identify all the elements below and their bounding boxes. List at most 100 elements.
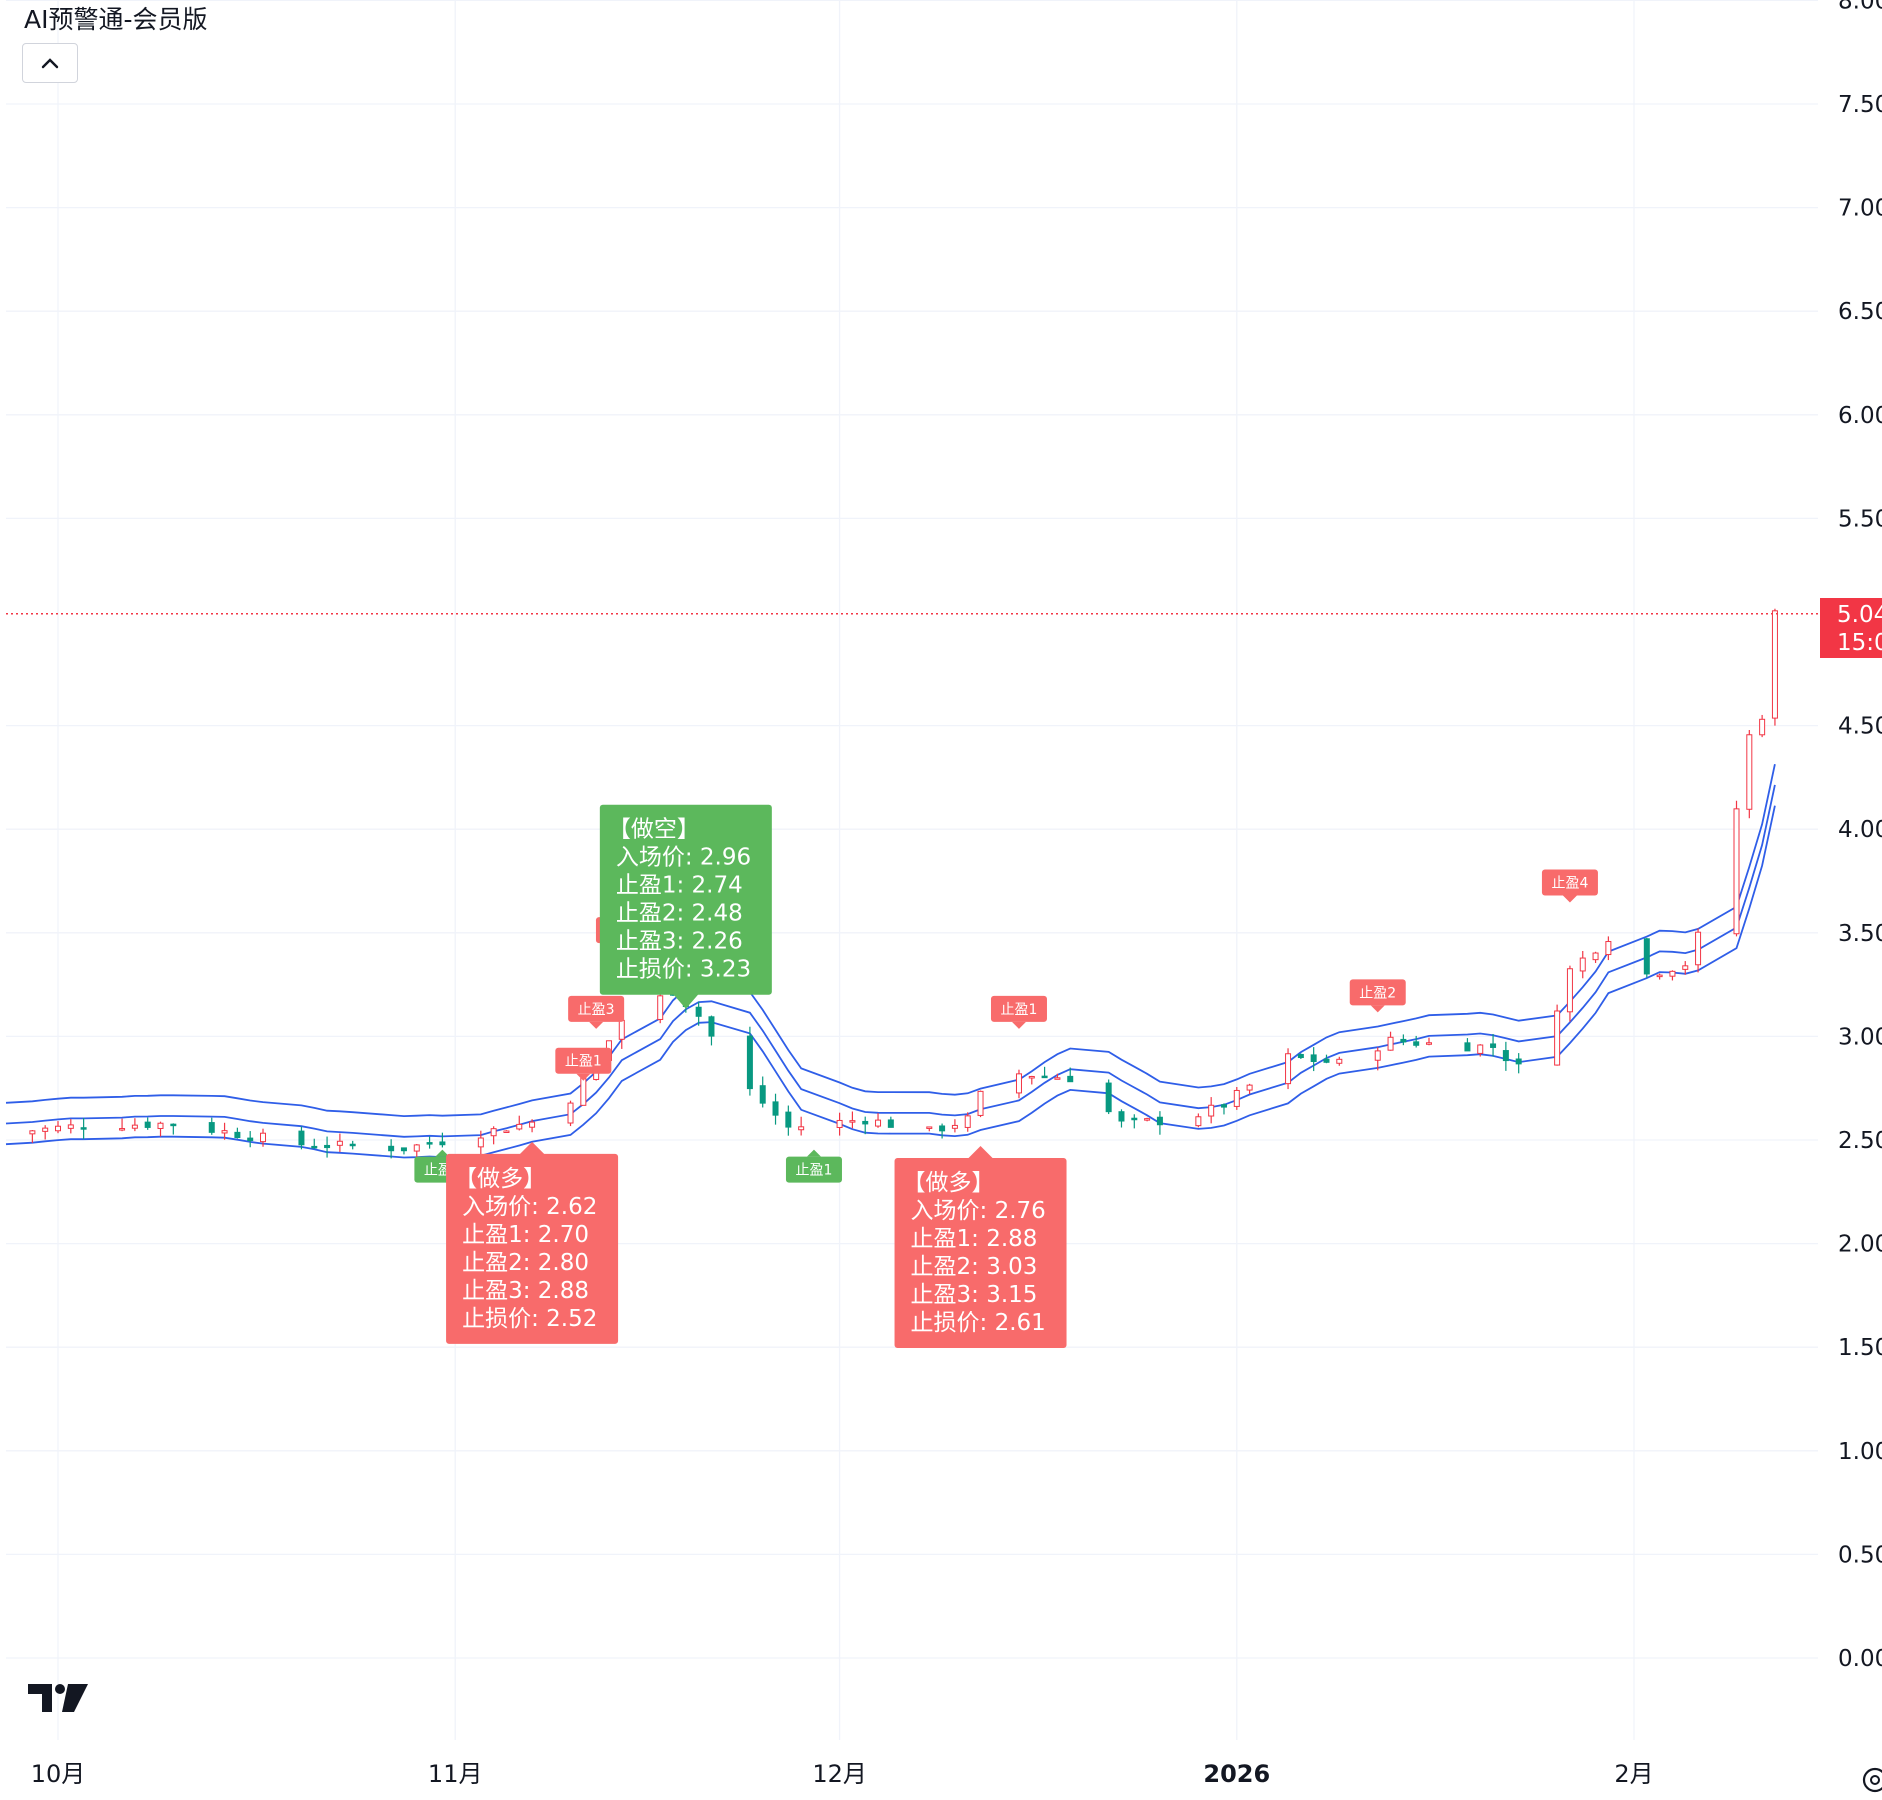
signal-line: 止盈1: 2.70 (462, 1222, 589, 1248)
y-tick-label: 6.00 (1838, 403, 1882, 429)
candle-body (1208, 1104, 1215, 1117)
candle-body (1656, 974, 1663, 978)
marker-take-profit-red: 止盈4 (1541, 869, 1598, 903)
candle-body (1105, 1082, 1112, 1113)
candle-body (247, 1137, 254, 1142)
tradingview-logo-icon[interactable] (28, 1684, 92, 1716)
candle-body (400, 1147, 407, 1152)
candle-body (1669, 970, 1676, 977)
candle-body (1592, 952, 1599, 961)
candle-body (1771, 610, 1778, 719)
y-tick-label: 4.50 (1838, 714, 1882, 740)
candle-body (708, 1016, 715, 1037)
signal-line: 止盈1: 2.74 (616, 873, 743, 899)
candle-body (1015, 1073, 1022, 1094)
candle-body (1246, 1084, 1253, 1091)
candle-body (580, 1076, 587, 1106)
candle-body (529, 1121, 536, 1128)
band-line (5, 784, 1776, 1138)
candle-body (1643, 938, 1650, 975)
candle-body (567, 1102, 574, 1124)
signal-line: 止盈1: 2.88 (911, 1226, 1038, 1252)
signal-line: 入场价: 2.62 (462, 1194, 597, 1220)
candle-body (336, 1140, 343, 1146)
collapse-button[interactable] (22, 43, 78, 83)
candle-body (516, 1123, 523, 1130)
candle-body (1285, 1053, 1292, 1085)
candle-body (413, 1144, 420, 1152)
signal-line: 止损价: 2.61 (911, 1310, 1046, 1336)
last-price-time: 15:0 (1837, 630, 1882, 656)
candle-body (772, 1101, 779, 1116)
last-price-badge: 5.04 15:0 (1820, 598, 1882, 658)
candle-body (746, 1035, 753, 1090)
candle-body (80, 1127, 87, 1130)
signal-line: 止盈3: 3.15 (911, 1282, 1038, 1308)
candle-body (849, 1120, 856, 1123)
candle-body (439, 1141, 446, 1146)
candle-body (29, 1130, 36, 1135)
candle-body (875, 1119, 882, 1127)
signal-line: 止损价: 2.52 (462, 1306, 597, 1332)
candle-body (131, 1124, 138, 1129)
candle-body (477, 1137, 484, 1148)
chart-grid (6, 0, 1818, 1740)
candle-body (836, 1119, 843, 1128)
marker-take-profit-red: 止盈1 (555, 1047, 612, 1081)
y-tick-label: 8.00 (1838, 0, 1882, 14)
y-tick-label: 5.50 (1838, 506, 1882, 532)
candle-body (157, 1122, 164, 1129)
candle-body (503, 1130, 510, 1134)
signal-line: 【做空】 (608, 817, 700, 843)
candle-body (144, 1121, 151, 1128)
candle-body (1413, 1041, 1420, 1046)
candle-body (798, 1126, 805, 1131)
candle-body (119, 1128, 126, 1131)
candle-body (170, 1123, 177, 1127)
candle-body (426, 1142, 433, 1145)
candle-body (490, 1128, 497, 1137)
candle-body (1477, 1044, 1484, 1054)
candle-body (1554, 1010, 1561, 1066)
candle-body (55, 1125, 61, 1132)
candle-body (785, 1111, 792, 1128)
candle-body (311, 1145, 318, 1149)
signal-line: 止盈2: 2.48 (616, 901, 743, 927)
y-tick-label: 2.50 (1838, 1128, 1882, 1154)
y-tick-label: 1.00 (1838, 1439, 1882, 1465)
price-axis[interactable]: 0.00 0.50 1.00 1.50 2.00 2.50 3.00 3.50 4.00 4.50… (1838, 0, 1882, 1672)
candle-body (1156, 1116, 1163, 1126)
signal-line: 入场价: 2.96 (616, 845, 751, 871)
candle-body (977, 1090, 984, 1116)
signal-line: 止盈2: 3.03 (911, 1254, 1038, 1280)
candle-body (1323, 1058, 1330, 1063)
y-tick-label: 2.00 (1838, 1232, 1882, 1258)
candle-body (695, 1006, 702, 1017)
marker-label: 止盈1 (1001, 1002, 1038, 1018)
candle-body (388, 1145, 395, 1152)
candle-body (1695, 931, 1702, 966)
candle-body (1054, 1077, 1061, 1080)
x-tick-label: 10月 (31, 1760, 86, 1788)
y-tick-label: 6.50 (1838, 299, 1882, 325)
candle-body (1336, 1058, 1343, 1064)
y-tick-label: 3.50 (1838, 921, 1882, 947)
axis-settings-icon[interactable] (1855, 1760, 1882, 1800)
y-tick-label: 4.00 (1838, 817, 1882, 843)
candle-body (862, 1120, 869, 1125)
candle-body (1515, 1058, 1522, 1065)
candle-body (1310, 1054, 1317, 1062)
candle-body (1220, 1104, 1227, 1108)
marker-label: 止盈1 (796, 1163, 833, 1179)
candle-body (208, 1122, 215, 1133)
time-axis[interactable]: 10月 11月 12月 2026 2月 (31, 1760, 1654, 1788)
signal-line: 【做多】 (903, 1170, 995, 1196)
signal-line: 入场价: 2.76 (911, 1198, 1046, 1224)
candle-body (1233, 1089, 1240, 1107)
marker-take-profit-red: 止盈2 (1349, 979, 1406, 1013)
y-tick-label: 0.50 (1838, 1542, 1882, 1568)
signal-line: 止盈3: 2.88 (462, 1278, 589, 1304)
